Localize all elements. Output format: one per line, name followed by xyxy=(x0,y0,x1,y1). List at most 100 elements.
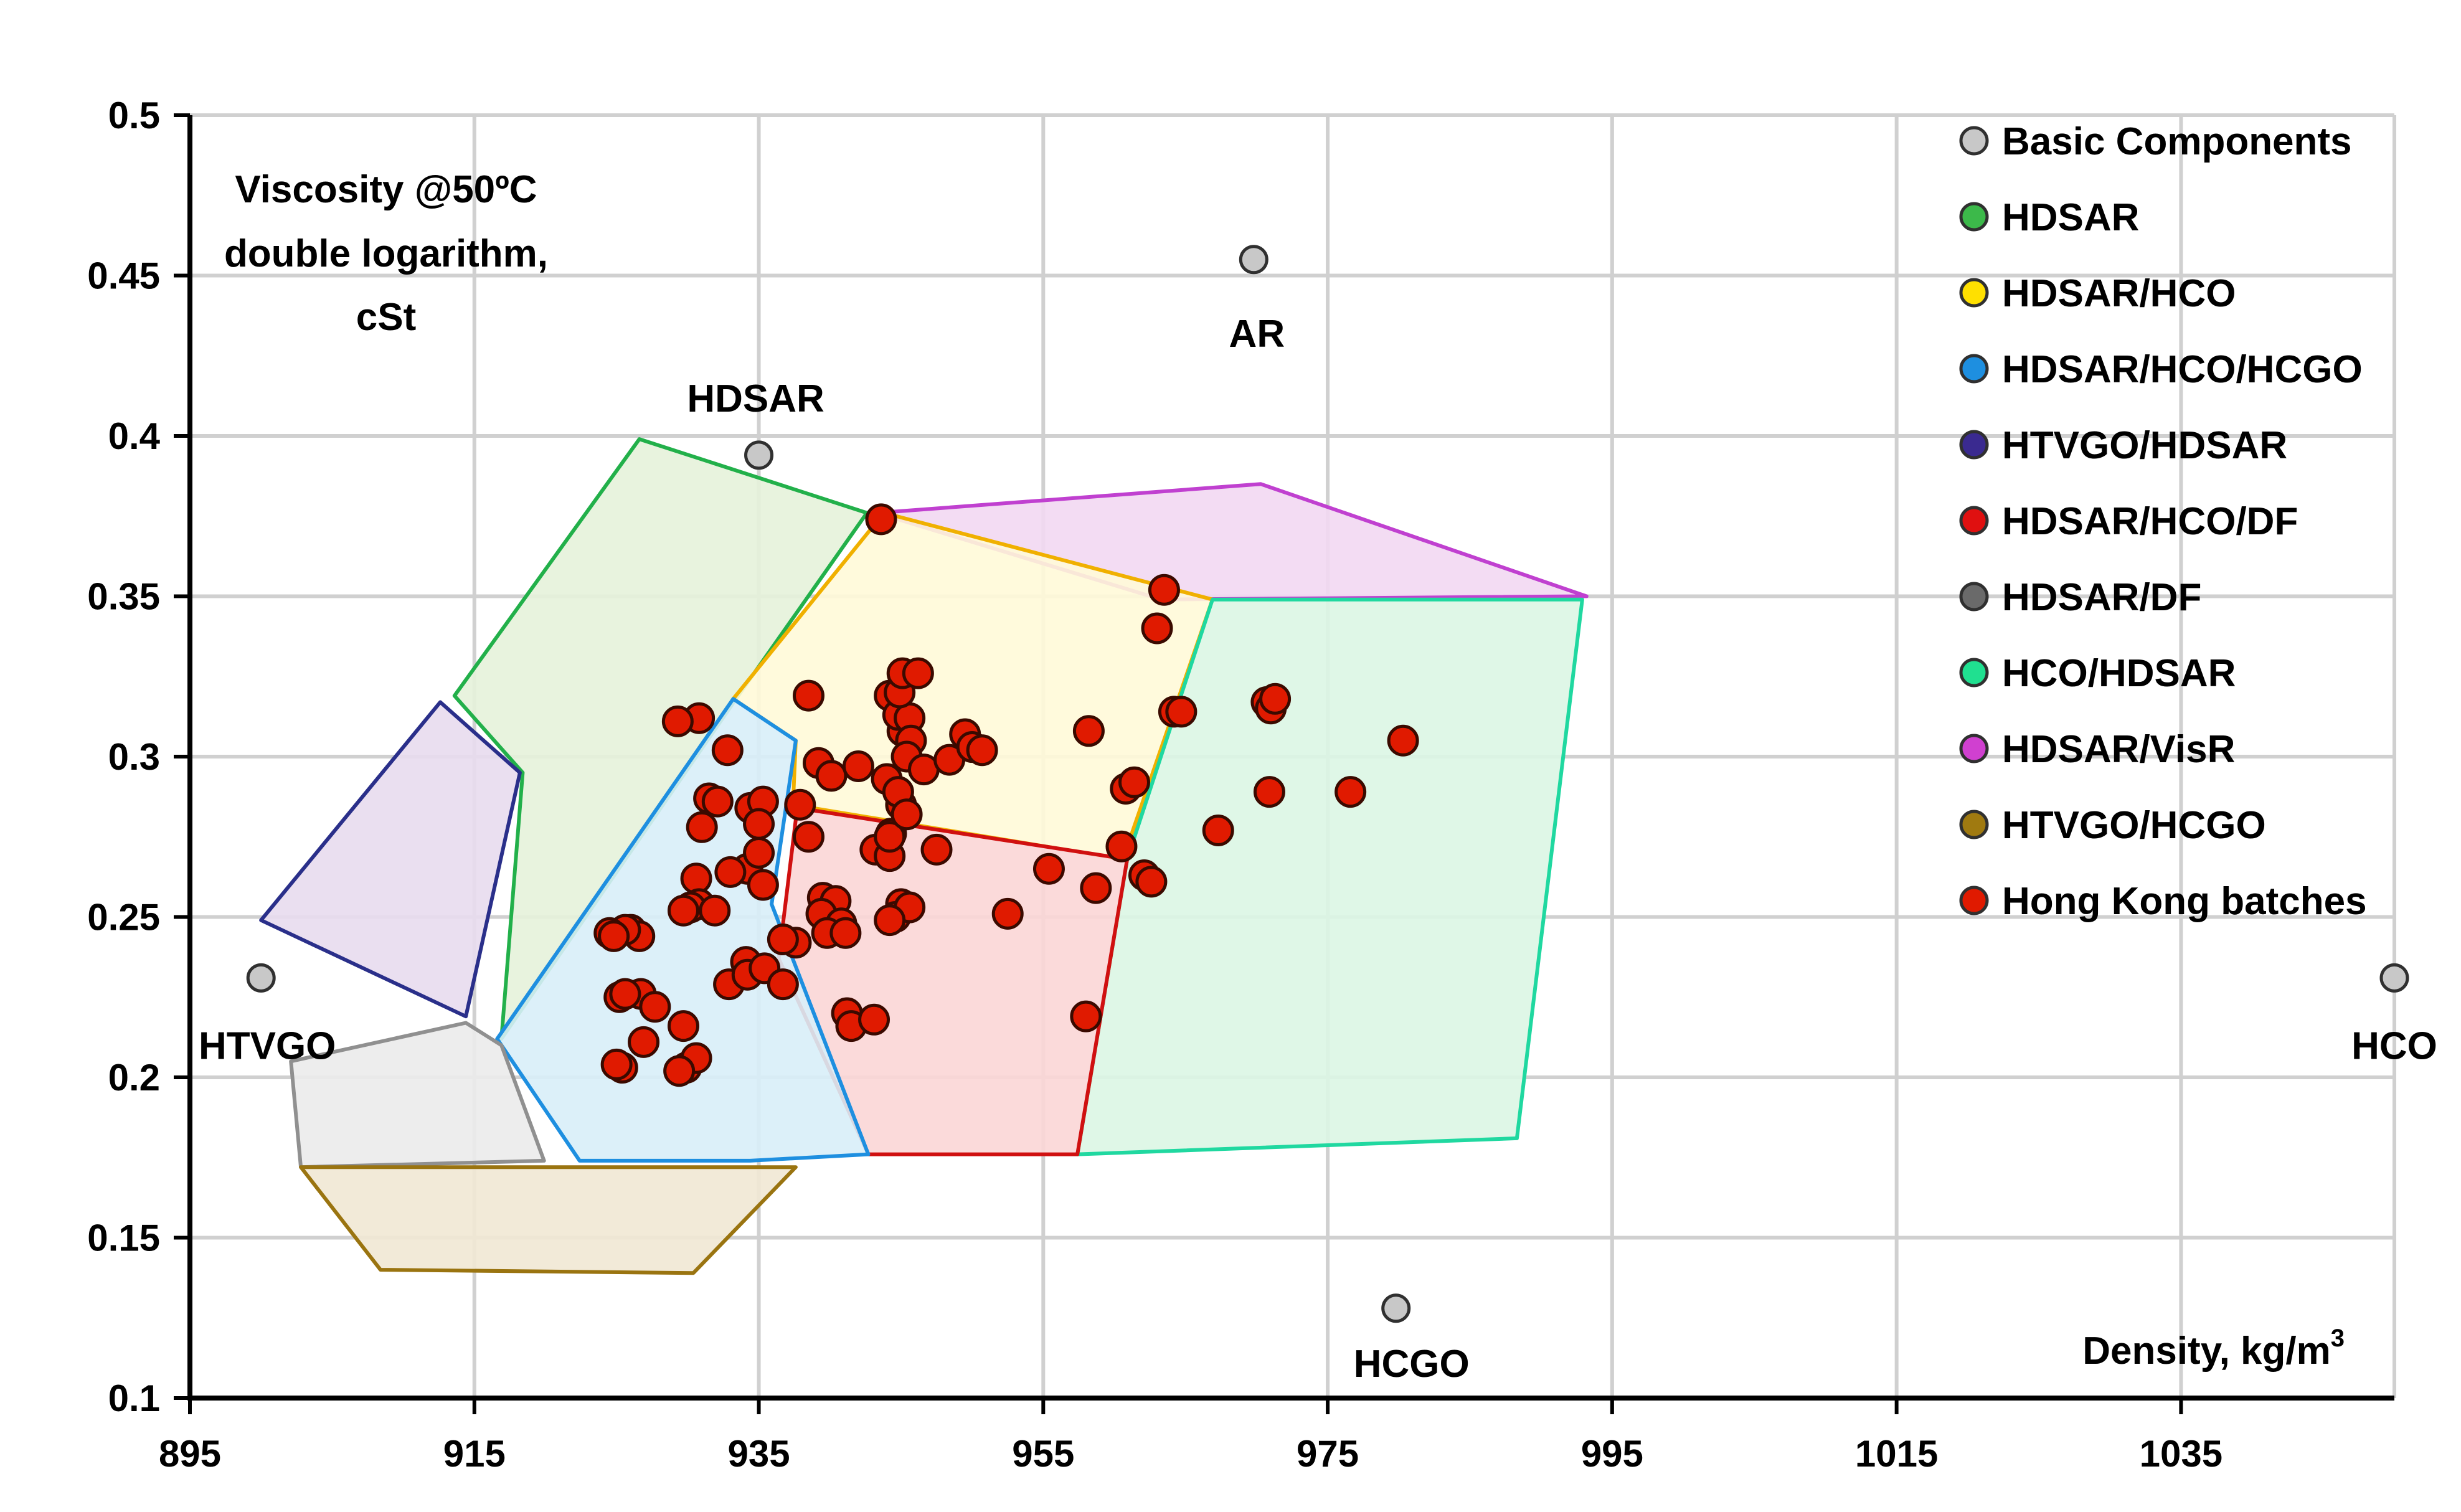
data-point xyxy=(1080,872,1112,904)
data-point xyxy=(609,978,641,1010)
legend-marker xyxy=(1959,582,1989,612)
data-point xyxy=(668,1010,700,1042)
data-point xyxy=(902,657,934,689)
legend-marker xyxy=(1959,354,1989,384)
basic-components: HDSAR AR HTVGO HCO HCGO xyxy=(199,245,2437,1386)
data-point xyxy=(792,679,824,712)
x-tick-label: 1015 xyxy=(1855,1433,1938,1475)
y-tick-label: 0.1 xyxy=(108,1377,160,1419)
basic-component-label: HTVGO xyxy=(199,1024,336,1067)
basic-component-label: HCO xyxy=(2351,1024,2437,1067)
data-point xyxy=(747,869,779,901)
data-point xyxy=(711,734,744,767)
legend-marker xyxy=(1959,734,1989,763)
x-axis-title: Density, kg/m3 xyxy=(2082,1325,2345,1373)
data-point xyxy=(661,705,694,737)
data-point xyxy=(663,1055,696,1087)
y-axis-title-line-1: Viscosity @50ºC xyxy=(235,168,537,211)
data-point xyxy=(714,856,747,888)
y-axis-title-line-3: cSt xyxy=(356,296,416,339)
legend-label: HDSAR/HCO/HCGO xyxy=(2002,348,2363,391)
y-tick-label: 0.2 xyxy=(108,1057,160,1099)
axes: 0.1 0.15 0.2 0.25 0.3 0.35 0.4 0.45 0.5 895 915 935… xyxy=(87,95,2394,1475)
legend-label: HDSAR/DF xyxy=(2002,576,2201,619)
data-point xyxy=(767,968,799,1001)
data-point xyxy=(1118,766,1150,798)
x-tick-label: 895 xyxy=(159,1433,221,1475)
regions xyxy=(259,437,1589,1275)
data-point xyxy=(1334,776,1367,808)
legend-label: HDSAR/VisR xyxy=(2002,728,2235,771)
data-point xyxy=(1072,715,1105,747)
x-tick-label: 955 xyxy=(1012,1433,1074,1475)
data-point xyxy=(1148,574,1180,606)
basic-component-label: AR xyxy=(1229,313,1285,356)
data-point xyxy=(874,904,906,937)
legend-label: HTVGO/HDSAR xyxy=(2002,424,2287,467)
data-point xyxy=(686,811,718,843)
data-point xyxy=(701,785,734,818)
data-point xyxy=(1253,776,1285,808)
basic-component-point xyxy=(246,963,276,993)
region-htvgo-hdsar xyxy=(259,700,522,1019)
x-axis-title-main: Density, kg/m xyxy=(2082,1330,2331,1373)
legend-label: Hong Kong batches xyxy=(2002,880,2367,923)
legend-marker xyxy=(1959,658,1989,687)
basic-component-point xyxy=(2379,963,2409,993)
legend-label: Basic Components xyxy=(2002,120,2352,163)
y-tick-label: 0.4 xyxy=(108,415,161,457)
legend-marker xyxy=(1959,202,1989,232)
data-point xyxy=(890,798,923,831)
legend-marker xyxy=(1959,278,1989,308)
data-point xyxy=(668,894,700,927)
data-point xyxy=(865,503,897,536)
basic-component-point xyxy=(744,440,774,470)
data-point xyxy=(1105,830,1138,862)
data-point xyxy=(699,894,731,927)
basic-component-label: HCGO xyxy=(1354,1343,1470,1386)
data-point xyxy=(743,837,775,869)
x-tick-label: 935 xyxy=(727,1433,790,1475)
region-hdsar-hco-hcgo xyxy=(495,697,871,1163)
y-tick-label: 0.5 xyxy=(108,95,160,136)
data-point xyxy=(598,920,630,952)
y-tick-label: 0.3 xyxy=(108,736,160,778)
data-point xyxy=(874,821,906,853)
legend-label: HCO/HDSAR xyxy=(2002,652,2236,695)
y-tick-label: 0.25 xyxy=(87,897,160,938)
legend: Basic Components HDSAR HDSAR/HCO HDSAR/HCO/… xyxy=(1959,120,2367,923)
data-point xyxy=(1135,866,1168,898)
legend-marker xyxy=(1959,126,1989,156)
region-hco-hdsar xyxy=(1075,597,1584,1156)
data-point xyxy=(628,1026,660,1058)
data-point xyxy=(991,897,1024,930)
legend-marker xyxy=(1959,886,1989,915)
data-point xyxy=(1032,853,1065,885)
y-axis-title-line-2: double logarithm, xyxy=(224,232,548,275)
data-point xyxy=(858,1003,890,1036)
data-point xyxy=(1165,696,1197,728)
data-point xyxy=(842,750,874,782)
data-point xyxy=(600,1048,633,1080)
data-point xyxy=(966,734,998,767)
data-point xyxy=(815,760,848,792)
legend-marker xyxy=(1959,506,1989,536)
basic-component-label: HDSAR xyxy=(687,377,824,420)
legend-label: HDSAR/HCO/DF xyxy=(2002,500,2298,543)
basic-component-point xyxy=(1239,245,1268,275)
legend-label: HDSAR xyxy=(2002,196,2139,239)
basic-component-point xyxy=(1381,1293,1411,1323)
legend-label: HTVGO/HCGO xyxy=(2002,804,2266,847)
data-point xyxy=(1202,814,1234,846)
y-axis-title: Viscosity @50ºC double logarithm, cSt xyxy=(224,168,548,339)
data-point xyxy=(784,788,816,821)
x-axis-title-superscript: 3 xyxy=(2331,1325,2345,1352)
data-point xyxy=(767,924,799,956)
data-points xyxy=(593,503,1419,1087)
x-tick-label: 995 xyxy=(1581,1433,1643,1475)
x-tick-label: 1035 xyxy=(2140,1433,2222,1475)
data-point xyxy=(1259,683,1292,715)
region-htvgo-hcgo xyxy=(299,1165,798,1275)
x-axis-title-text: Density, kg/m3 xyxy=(2082,1325,2345,1373)
region-hdsar-df xyxy=(289,1021,546,1169)
